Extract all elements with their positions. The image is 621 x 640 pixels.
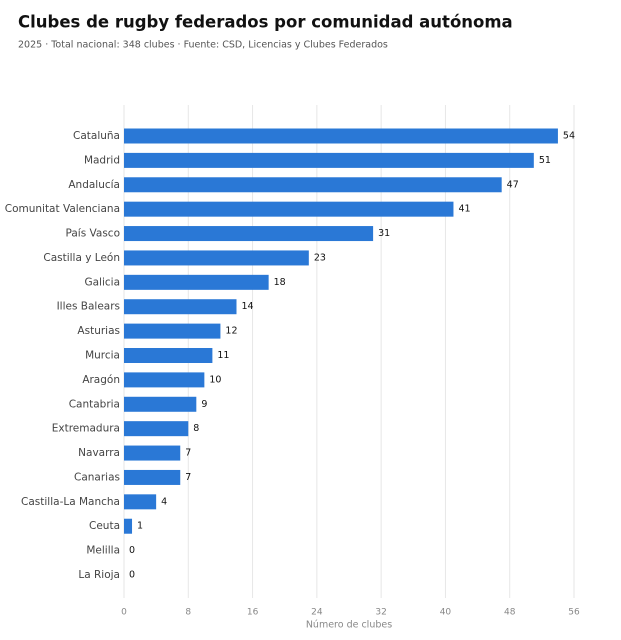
x-tick-label: 40 [440,608,452,618]
value-label: 8 [193,423,199,434]
value-label: 41 [458,204,470,215]
value-label: 0 [129,545,135,556]
y-tick-label: Illes Balears [57,301,120,313]
bar [124,494,157,510]
value-label: 9 [201,399,207,410]
value-label: 12 [225,326,237,337]
y-tick-label: Canarias [74,471,120,483]
value-label: 11 [217,350,229,361]
y-tick-label: Galicia [84,276,120,288]
x-tick-label: 8 [185,608,191,618]
value-label: 31 [378,228,390,239]
bar [124,518,133,534]
y-tick-label: Aragón [82,374,120,386]
value-label: 10 [209,374,221,385]
y-tick-label: Navarra [78,447,120,459]
y-tick-label: Ceuta [89,520,120,532]
value-label: 0 [129,570,135,581]
value-label: 14 [242,301,254,312]
value-label: 23 [314,252,326,263]
chart-title: Clubes de rugby federados por comunidad … [18,13,513,32]
bar [124,372,205,388]
y-tick-label: Extremadura [52,423,120,435]
y-tick-label: Comunitat Valenciana [5,203,120,215]
x-tick-label: 32 [375,608,386,618]
x-tick-label: 16 [247,608,259,618]
bar [124,177,502,193]
bar [124,274,269,290]
bar [124,421,189,437]
x-axis-title: Número de clubes [306,620,392,631]
y-tick-label: Cantabria [69,398,120,410]
x-tick-label: 48 [504,608,516,618]
value-label: 1 [137,521,143,532]
y-tick-label: Cataluña [73,130,120,142]
value-label: 7 [185,448,191,459]
y-tick-label: Asturias [77,325,120,337]
chart-subtitle: 2025 · Total nacional: 348 clubes · Fuen… [18,40,388,51]
bar [124,348,213,363]
y-tick-label: Murcia [85,350,120,362]
bar [124,396,197,412]
bar [124,226,374,242]
y-tick-label: La Rioja [78,569,120,581]
x-tick-label: 56 [568,608,580,618]
y-tick-label: Castilla-La Mancha [21,496,120,508]
value-label: 47 [507,179,519,190]
value-label: 7 [185,472,191,483]
y-tick-label: Castilla y León [43,252,120,264]
bar [124,323,221,339]
y-tick-label: Melilla [86,545,120,557]
value-label: 54 [563,131,575,142]
bar [124,250,309,266]
x-tick-label: 0 [121,608,127,618]
bar [124,299,237,315]
bar [124,128,558,144]
y-tick-label: País Vasco [66,228,121,240]
bar [124,201,454,217]
bar [124,469,181,485]
bar [124,152,534,168]
value-label: 51 [539,155,551,166]
value-label: 4 [161,496,167,507]
value-label: 18 [274,277,286,288]
y-tick-label: Madrid [84,154,120,166]
x-tick-label: 24 [311,608,323,618]
bar [124,445,181,461]
y-tick-label: Andalucía [68,179,120,191]
